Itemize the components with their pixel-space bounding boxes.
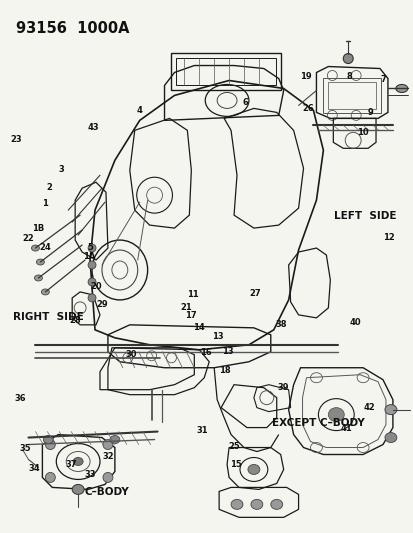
Ellipse shape [395, 84, 407, 92]
Text: 23: 23 [10, 135, 22, 144]
Text: 22: 22 [23, 235, 34, 244]
Ellipse shape [73, 457, 83, 465]
Text: 31: 31 [196, 426, 207, 435]
Ellipse shape [328, 408, 344, 422]
Text: 19: 19 [299, 71, 311, 80]
Ellipse shape [45, 440, 55, 449]
Text: 9: 9 [367, 108, 373, 117]
Text: 93156  1000A: 93156 1000A [16, 21, 129, 36]
Bar [171, 53, 280, 91]
Text: 11: 11 [187, 289, 199, 298]
Text: 35: 35 [19, 444, 31, 453]
Text: 7: 7 [380, 75, 386, 84]
Text: 28: 28 [69, 316, 80, 325]
Ellipse shape [247, 464, 259, 474]
Ellipse shape [103, 440, 113, 449]
Ellipse shape [250, 499, 262, 510]
Ellipse shape [31, 245, 39, 251]
Text: RIGHT  SIDE: RIGHT SIDE [13, 312, 83, 322]
Text: 13: 13 [221, 347, 233, 356]
Text: 3: 3 [59, 165, 64, 174]
Text: 43: 43 [87, 123, 99, 132]
Bar [328, 83, 375, 109]
Ellipse shape [384, 405, 396, 415]
Text: 29: 29 [97, 300, 108, 309]
Text: 37: 37 [66, 460, 77, 469]
Ellipse shape [88, 244, 96, 252]
Text: 15: 15 [229, 460, 241, 469]
Ellipse shape [88, 261, 96, 269]
Text: 12: 12 [382, 233, 394, 242]
Text: 17: 17 [184, 311, 196, 320]
Ellipse shape [88, 294, 96, 302]
Ellipse shape [88, 278, 96, 286]
Text: 21: 21 [180, 303, 192, 312]
Text: 26: 26 [301, 103, 313, 112]
Text: 1A: 1A [83, 253, 95, 261]
Ellipse shape [342, 53, 352, 63]
Text: 4: 4 [136, 106, 142, 115]
Bar [323, 78, 380, 114]
Text: 41: 41 [340, 424, 352, 433]
Text: 18: 18 [218, 366, 230, 375]
Text: EXCEPT C–BODY: EXCEPT C–BODY [271, 418, 364, 428]
Text: 13: 13 [211, 332, 223, 341]
Text: 14: 14 [192, 323, 204, 332]
Ellipse shape [230, 499, 242, 510]
Text: 32: 32 [102, 453, 114, 462]
Text: 2: 2 [46, 183, 52, 192]
Text: 5: 5 [87, 244, 93, 253]
Text: 39: 39 [277, 383, 289, 392]
Ellipse shape [384, 433, 396, 442]
Text: 36: 36 [14, 394, 26, 403]
Text: 27: 27 [248, 288, 260, 297]
Ellipse shape [36, 259, 44, 265]
Ellipse shape [72, 484, 84, 495]
Ellipse shape [270, 499, 282, 510]
Text: 33: 33 [84, 471, 96, 479]
Text: 24: 24 [39, 244, 51, 253]
Text: 40: 40 [349, 318, 360, 327]
Text: 8: 8 [346, 71, 351, 80]
Ellipse shape [34, 275, 42, 281]
Text: 6: 6 [242, 98, 248, 107]
Text: 42: 42 [363, 403, 375, 412]
Text: 1: 1 [42, 199, 48, 208]
Text: 38: 38 [275, 320, 286, 329]
Ellipse shape [103, 472, 113, 482]
Text: 10: 10 [356, 128, 368, 137]
Ellipse shape [43, 435, 53, 443]
Text: 30: 30 [126, 350, 137, 359]
Text: 1B: 1B [31, 224, 44, 233]
Text: LEFT  SIDE: LEFT SIDE [333, 211, 395, 221]
Text: 34: 34 [28, 464, 40, 473]
Text: 16: 16 [200, 348, 211, 357]
Ellipse shape [45, 472, 55, 482]
Bar [176, 58, 275, 85]
Text: 25: 25 [228, 442, 240, 451]
Text: C–BODY: C–BODY [85, 487, 129, 497]
Ellipse shape [41, 289, 49, 295]
Text: 20: 20 [90, 282, 102, 291]
Ellipse shape [109, 435, 119, 443]
